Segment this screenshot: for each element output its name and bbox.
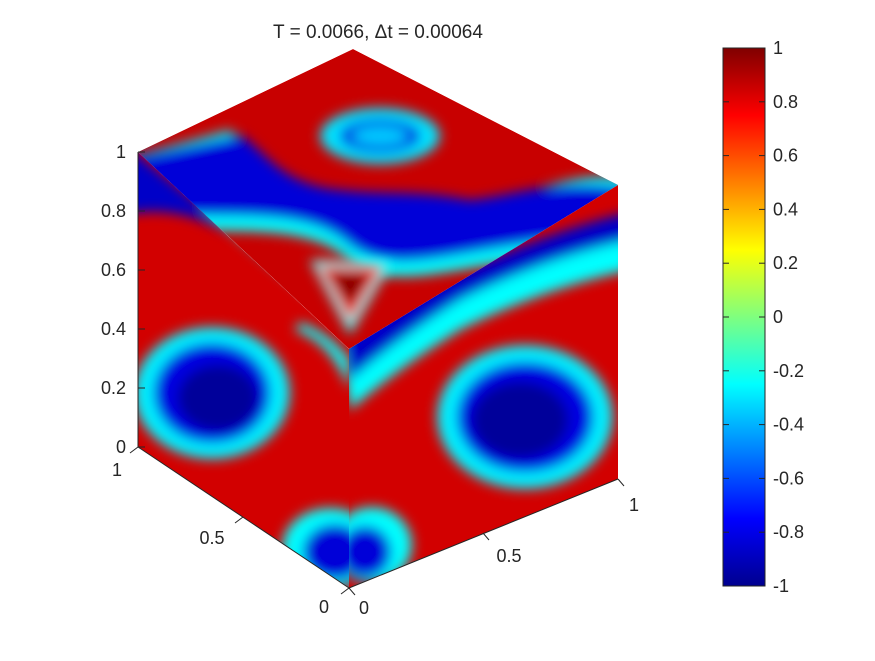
cube-top-face [138, 49, 618, 349]
x-tick-mark-2 [617, 478, 625, 487]
z-tick-label-5: 1 [116, 142, 126, 162]
cube-right-face [349, 185, 618, 588]
colorbar-gradient [722, 47, 766, 587]
x-tick-mark-1 [482, 532, 490, 541]
colorbar-tick-label-4: 0.2 [773, 253, 798, 273]
x-axis: 0 0.5 1 [348, 478, 639, 618]
z-tick-label-2: 0.4 [101, 319, 126, 339]
z-axis: 0 0.2 0.4 0.6 0.8 1 [101, 142, 145, 457]
colorbar-tick-label-1: 0.8 [773, 92, 798, 112]
colorbar-tick-label-9: -0.8 [773, 522, 804, 542]
z-tick-label-3: 0.6 [101, 260, 126, 280]
y-axis: 0 0.5 1 [112, 446, 350, 617]
colorbar-tick-label-8: -0.6 [773, 468, 804, 488]
y-tick-mark-2 [129, 446, 139, 454]
x-tick-label-1: 0.5 [496, 546, 521, 566]
y-tick-label-2: 1 [112, 460, 122, 480]
z-tick-label-0: 0 [116, 437, 126, 457]
center-hot-spot [310, 260, 392, 335]
chart-title: T = 0.0066, Δt = 0.00064 [273, 22, 483, 43]
y-tick-label-0: 0 [319, 597, 329, 617]
y-tick-mark-1 [234, 516, 244, 524]
colorbar-tick-label-0: 1 [773, 38, 783, 58]
colorbar-tick-label-2: 0.6 [773, 146, 798, 166]
colorbar-tick-label-5: 0 [773, 307, 783, 327]
x-tick-mark-0 [348, 587, 356, 596]
colorbar-tick-label-10: -1 [773, 576, 789, 596]
y-tick-label-1: 0.5 [199, 528, 224, 548]
z-tick-label-1: 0.2 [101, 378, 126, 398]
colorbar-tick-label-7: -0.4 [773, 415, 804, 435]
y-tick-mark-0 [340, 587, 350, 595]
x-tick-label-2: 1 [629, 495, 639, 515]
z-tick-label-4: 0.8 [101, 201, 126, 221]
colorbar-tick-label-6: -0.2 [773, 361, 804, 381]
colorbar-tick-label-3: 0.4 [773, 199, 798, 219]
colorbar: 1 0.8 0.6 0.4 0.2 0 -0.2 -0.4 -0.6 -0.8 -1 [722, 38, 804, 596]
x-tick-label-0: 0 [359, 598, 369, 618]
